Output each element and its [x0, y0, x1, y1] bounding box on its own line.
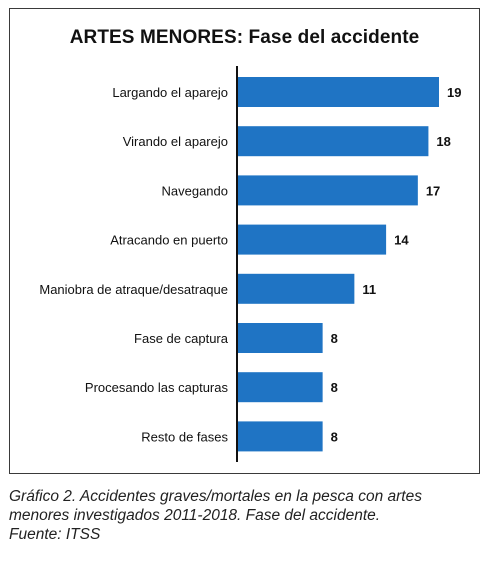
bar-chart: Largando el aparejo 19 Virando el aparejo 1…: [39, 66, 461, 462]
value-label-8: 8: [331, 429, 338, 444]
category-label-2: Virando el aparejo: [123, 134, 228, 149]
bar-4: [238, 224, 387, 255]
chart-title: ARTES MENORES: Fase del accidente: [69, 27, 420, 48]
caption-line-1: Gráfico 2. Accidentes graves/mortales en…: [9, 488, 422, 505]
value-label-5: 11: [362, 282, 376, 297]
category-label-7: Procesando las capturas: [85, 380, 229, 395]
category-label-6: Fase de captura: [134, 331, 229, 346]
category-label-5: Maniobra de atraque/desatraque: [39, 282, 228, 297]
bar-3: [238, 175, 418, 206]
caption-line-3: Fuente: ITSS: [9, 526, 101, 543]
bar-7: [238, 372, 323, 403]
value-label-3: 17: [426, 183, 440, 198]
bar-2: [238, 126, 429, 157]
category-label-4: Atracando en puerto: [110, 233, 228, 248]
caption-line-2: menores investigados 2011-2018. Fase del…: [9, 507, 381, 524]
category-label-3: Navegando: [162, 183, 229, 198]
value-label-6: 8: [331, 331, 338, 346]
value-label-7: 8: [331, 380, 338, 395]
value-label-4: 14: [394, 233, 409, 248]
bar-6: [238, 323, 323, 353]
bars-group: Largando el aparejo 19 Virando el aparejo 1…: [39, 77, 461, 452]
figure-caption: Gráfico 2. Accidentes graves/mortales en…: [9, 487, 487, 544]
category-label-1: Largando el aparejo: [112, 85, 228, 100]
bar-8: [238, 421, 323, 452]
value-label-2: 18: [436, 134, 450, 149]
bar-1: [238, 77, 439, 107]
value-label-1: 19: [447, 85, 461, 100]
bar-5: [238, 273, 355, 304]
category-label-8: Resto de fases: [141, 429, 228, 444]
